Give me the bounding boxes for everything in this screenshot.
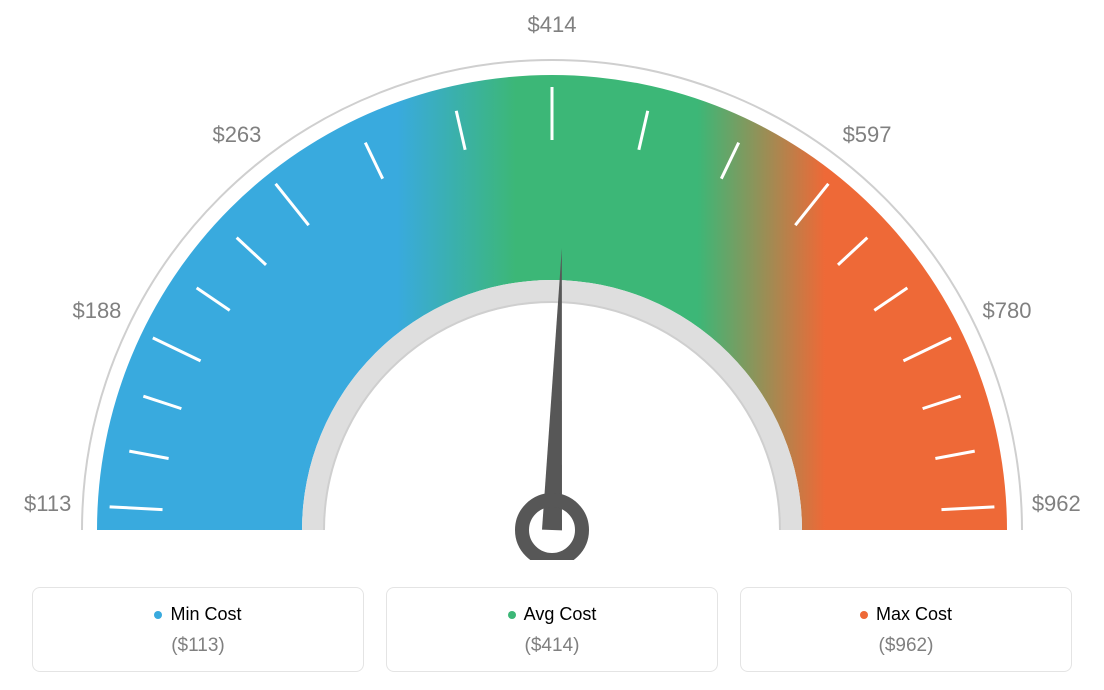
legend-title-avg: Avg Cost xyxy=(508,604,597,625)
tick-label: $597 xyxy=(843,122,892,148)
tick-label: $113 xyxy=(24,491,71,517)
legend-value-max: ($962) xyxy=(749,635,1063,657)
tick-label: $780 xyxy=(983,298,1032,324)
tick-label: $414 xyxy=(528,12,577,38)
tick-label: $263 xyxy=(212,122,261,148)
gauge-svg xyxy=(0,0,1104,560)
tick-label: $962 xyxy=(1032,491,1081,517)
legend-dot-avg xyxy=(508,611,516,619)
legend-label: Min Cost xyxy=(170,604,241,625)
legend-card-avg: Avg Cost ($414) xyxy=(386,587,718,672)
legend-dot-max xyxy=(860,611,868,619)
tick-label: $188 xyxy=(72,298,121,324)
gauge-area: $113 $188 $263 $414 $597 $780 $962 xyxy=(0,0,1104,560)
legend-card-min: Min Cost ($113) xyxy=(32,587,364,672)
legend-value-avg: ($414) xyxy=(395,635,709,657)
legend-row: Min Cost ($113) Avg Cost ($414) Max Cost… xyxy=(32,587,1072,672)
legend-value-min: ($113) xyxy=(41,635,355,657)
legend-title-min: Min Cost xyxy=(154,604,241,625)
legend-title-max: Max Cost xyxy=(860,604,952,625)
legend-label: Avg Cost xyxy=(524,604,597,625)
legend-label: Max Cost xyxy=(876,604,952,625)
legend-card-max: Max Cost ($962) xyxy=(740,587,1072,672)
cost-gauge-chart: $113 $188 $263 $414 $597 $780 $962 Min Cost ($… xyxy=(0,0,1104,690)
legend-dot-min xyxy=(154,611,162,619)
